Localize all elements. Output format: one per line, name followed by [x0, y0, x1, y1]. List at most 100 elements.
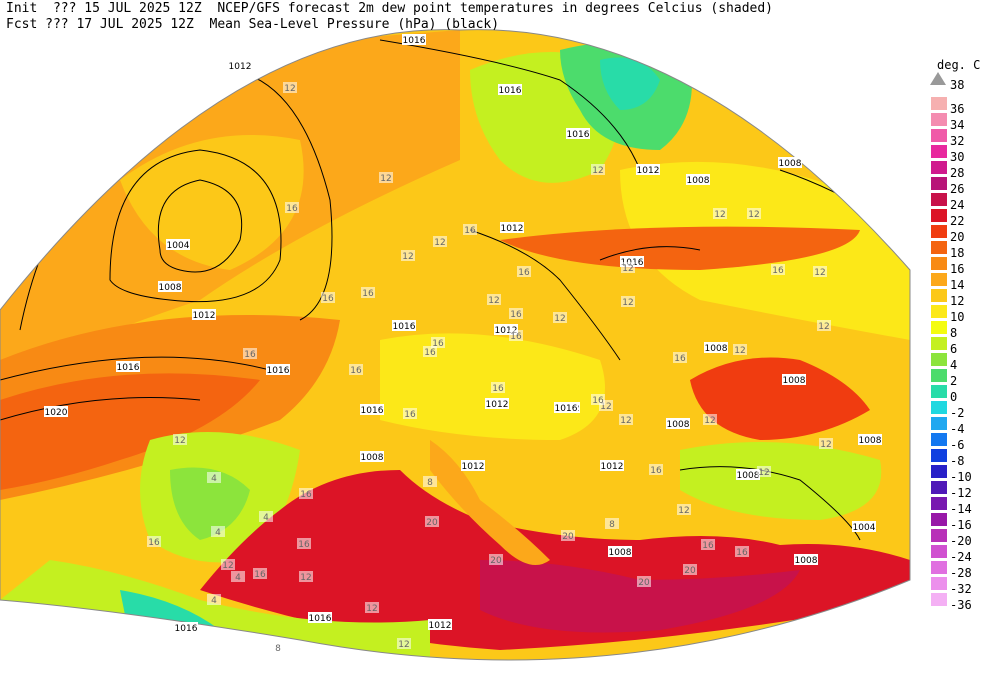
- svg-text:12: 12: [300, 573, 311, 583]
- isobar-label: 1016: [174, 622, 198, 634]
- legend-unit: deg. C: [937, 58, 981, 72]
- isobar-label: 1016: [392, 320, 416, 332]
- legend-swatch: [931, 433, 947, 446]
- svg-text:12: 12: [402, 252, 413, 262]
- svg-text:1008: 1008: [159, 283, 182, 293]
- dewpoint-label: 4: [231, 571, 245, 583]
- legend-label: -10: [950, 470, 972, 484]
- svg-text:16: 16: [592, 396, 604, 406]
- svg-text:12: 12: [734, 346, 745, 356]
- dewpoint-label: 16: [649, 464, 663, 476]
- svg-text:16: 16: [298, 540, 310, 550]
- dewpoint-label: 8: [423, 476, 437, 488]
- svg-text:16: 16: [424, 348, 436, 358]
- svg-text:16: 16: [492, 384, 504, 394]
- legend-label: 22: [950, 214, 965, 228]
- dewpoint-label: 16: [349, 364, 363, 376]
- svg-text:1016: 1016: [403, 36, 426, 46]
- svg-text:12: 12: [488, 296, 499, 306]
- svg-text:12: 12: [678, 506, 689, 516]
- svg-text:1012: 1012: [501, 224, 524, 234]
- dewpoint-label: 4: [207, 594, 221, 606]
- legend-label: 32: [950, 134, 965, 148]
- dewpoint-label: 12: [553, 312, 567, 324]
- dewpoint-label: 16: [299, 488, 313, 500]
- dewpoint-label: 12: [733, 344, 747, 356]
- svg-text:1004: 1004: [853, 523, 876, 533]
- legend-swatch: [931, 257, 947, 270]
- svg-text:16: 16: [510, 310, 522, 320]
- legend-swatch: [931, 401, 947, 414]
- svg-text:1012: 1012: [229, 62, 252, 72]
- isobar-1008-east: [599, 246, 701, 261]
- svg-text:16: 16: [322, 294, 334, 304]
- svg-text:12: 12: [714, 210, 725, 220]
- legend-label: -36: [950, 598, 972, 612]
- svg-text:16: 16: [432, 339, 444, 349]
- svg-text:16: 16: [736, 548, 748, 558]
- legend-label: 0: [950, 390, 958, 404]
- legend-label: 16: [950, 262, 965, 276]
- dewpoint-label: 16: [431, 337, 445, 349]
- svg-text:16: 16: [148, 538, 160, 548]
- svg-text:1016: 1016: [555, 404, 578, 414]
- isobar-1020: [0, 397, 201, 421]
- svg-text:1008: 1008: [737, 471, 760, 481]
- legend-swatch: [931, 177, 947, 190]
- legend-swatch: [931, 129, 947, 142]
- dewpoint-label: 12: [813, 266, 827, 278]
- isobar-label: 1020: [44, 406, 68, 418]
- legend-swatch: [931, 529, 947, 542]
- dewpoint-label: 16: [297, 538, 311, 550]
- svg-text:12: 12: [820, 440, 831, 450]
- dewpoint-label: 12: [621, 262, 635, 274]
- svg-text:12: 12: [434, 238, 445, 248]
- svg-text:1012: 1012: [637, 166, 660, 176]
- dewpoint-label: 16: [517, 266, 531, 278]
- svg-text:1016: 1016: [267, 366, 290, 376]
- legend-label: 10: [950, 310, 965, 324]
- svg-text:12: 12: [284, 84, 295, 94]
- isobar-label: 1012: [192, 309, 216, 321]
- dewpoint-label: 16: [253, 568, 267, 580]
- isobar-1008-turkey: [679, 466, 861, 541]
- svg-text:16: 16: [350, 366, 362, 376]
- dewpoint-label: 16: [509, 330, 523, 342]
- isobar-1012-central: [469, 229, 621, 361]
- dewpoint-label: 20: [561, 530, 575, 542]
- isobar-label: 1012: [600, 460, 624, 472]
- dewpoint-label: 16: [285, 202, 299, 214]
- dewpoint-label: 12: [713, 208, 727, 220]
- legend-label: -16: [950, 518, 972, 532]
- isobar-label: 1004: [166, 239, 190, 251]
- legend-label: 24: [950, 198, 965, 212]
- dewpoint-label: 12: [365, 602, 379, 614]
- legend-swatch: [931, 321, 947, 334]
- dewpoint-label: 20: [683, 564, 697, 576]
- svg-text:1012: 1012: [193, 311, 216, 321]
- shade-finland-coldest: [600, 57, 660, 110]
- shade-black-sea: [690, 357, 870, 440]
- legend-label: -2: [950, 406, 965, 420]
- legend-label: 8: [950, 326, 958, 340]
- svg-text:12: 12: [600, 402, 611, 412]
- legend-swatch: [931, 561, 947, 574]
- dewpoint-label: 12: [703, 414, 717, 426]
- isobar-label: 1008: [736, 469, 760, 481]
- svg-text:20: 20: [490, 556, 502, 566]
- legend-label: 20: [950, 230, 965, 244]
- legend-label: -12: [950, 486, 972, 500]
- legend-swatch: [931, 449, 947, 462]
- svg-text:4: 4: [215, 528, 221, 538]
- isobar-label: 1012: [461, 460, 485, 472]
- svg-text:1012: 1012: [495, 326, 518, 336]
- dewpoint-label: 8: [605, 518, 619, 530]
- dewpoint-label: 12: [817, 320, 831, 332]
- dewpoint-label: 12: [401, 250, 415, 262]
- svg-text:1008: 1008: [687, 176, 710, 186]
- svg-text:1008: 1008: [705, 344, 728, 354]
- legend-swatch: [931, 145, 947, 158]
- legend-swatch: [931, 209, 947, 222]
- svg-text:8: 8: [427, 478, 433, 488]
